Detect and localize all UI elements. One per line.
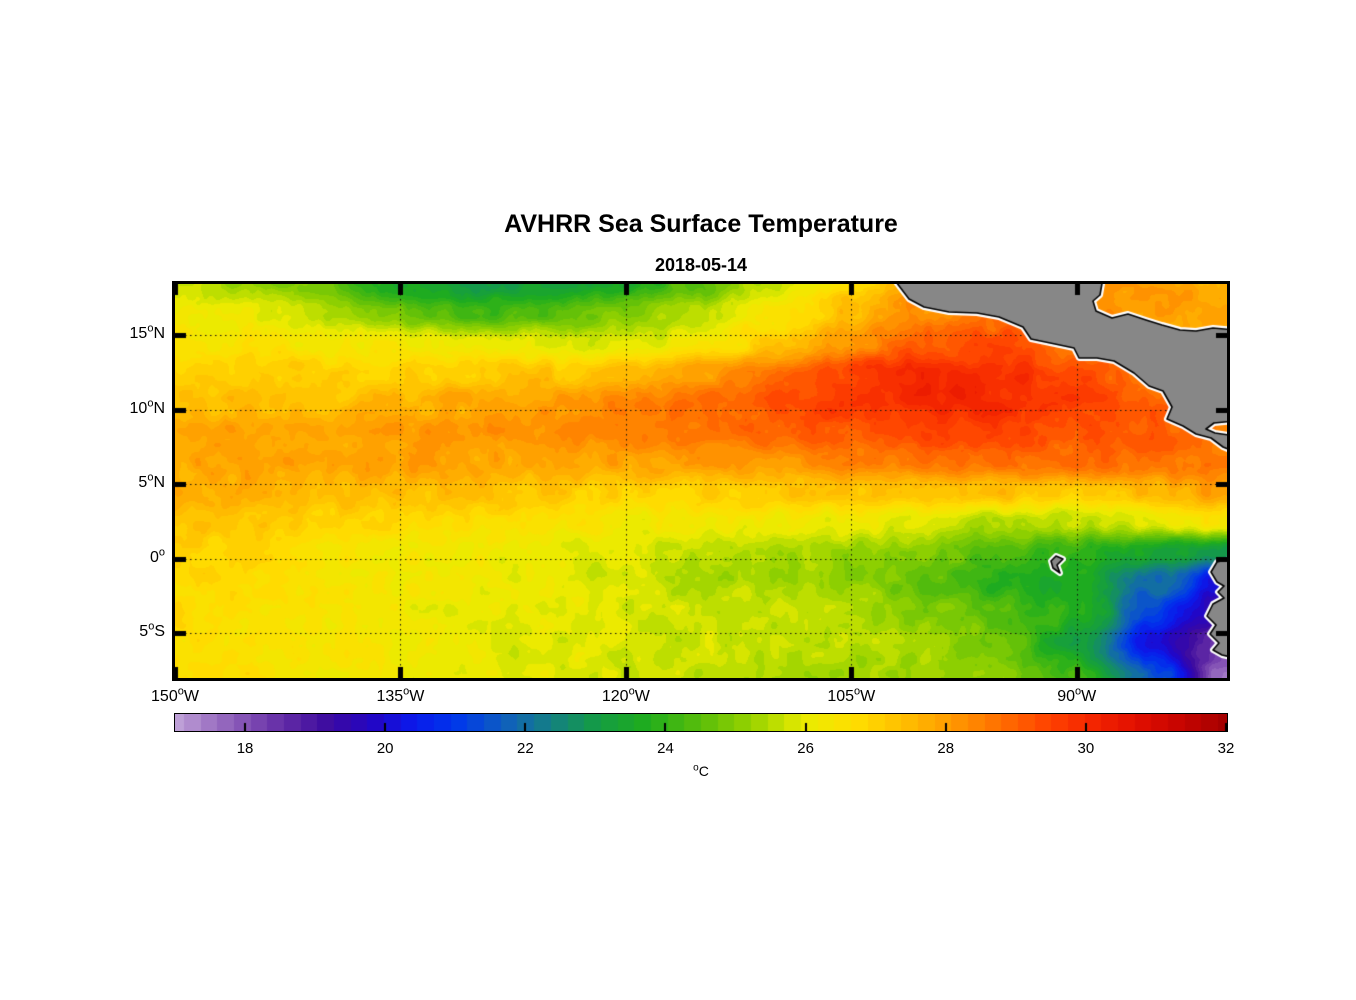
x-tick-label: 150oW xyxy=(151,685,199,705)
y-tick-label: 15oN xyxy=(129,322,165,343)
x-tick-label: 105oW xyxy=(827,685,876,705)
colorbar-tick-label: 26 xyxy=(797,740,814,757)
x-tick-label: 120oW xyxy=(601,685,650,705)
colorbar-tick-label: 22 xyxy=(516,740,534,757)
sst-heatmap-canvas xyxy=(175,284,1227,678)
x-tick-label: 90oW xyxy=(1057,685,1097,705)
colorbar-tick-label: 24 xyxy=(657,740,674,757)
chart-title: AVHRR Sea Surface Temperature xyxy=(504,210,898,238)
y-tick-label: 10oN xyxy=(129,397,165,417)
colorbar-tick-label: 32 xyxy=(1217,740,1235,757)
y-tick-label: 5oS xyxy=(139,620,165,641)
y-tick-label: 5oN xyxy=(138,471,165,492)
map-plot-area xyxy=(172,281,1230,681)
colorbar-tick-label: 30 xyxy=(1077,740,1095,757)
colorbar xyxy=(174,713,1228,732)
colorbar-tick-label: 28 xyxy=(937,740,955,757)
colorbar-tick-label: 18 xyxy=(236,740,254,757)
colorbar-unit-label: oC xyxy=(693,762,709,779)
colorbar-canvas xyxy=(175,714,1227,731)
colorbar-tick-label: 20 xyxy=(376,740,394,757)
y-tick-label: 0o xyxy=(149,546,165,566)
chart-date: 2018-05-14 xyxy=(654,255,748,275)
x-tick-label: 135oW xyxy=(376,685,425,705)
